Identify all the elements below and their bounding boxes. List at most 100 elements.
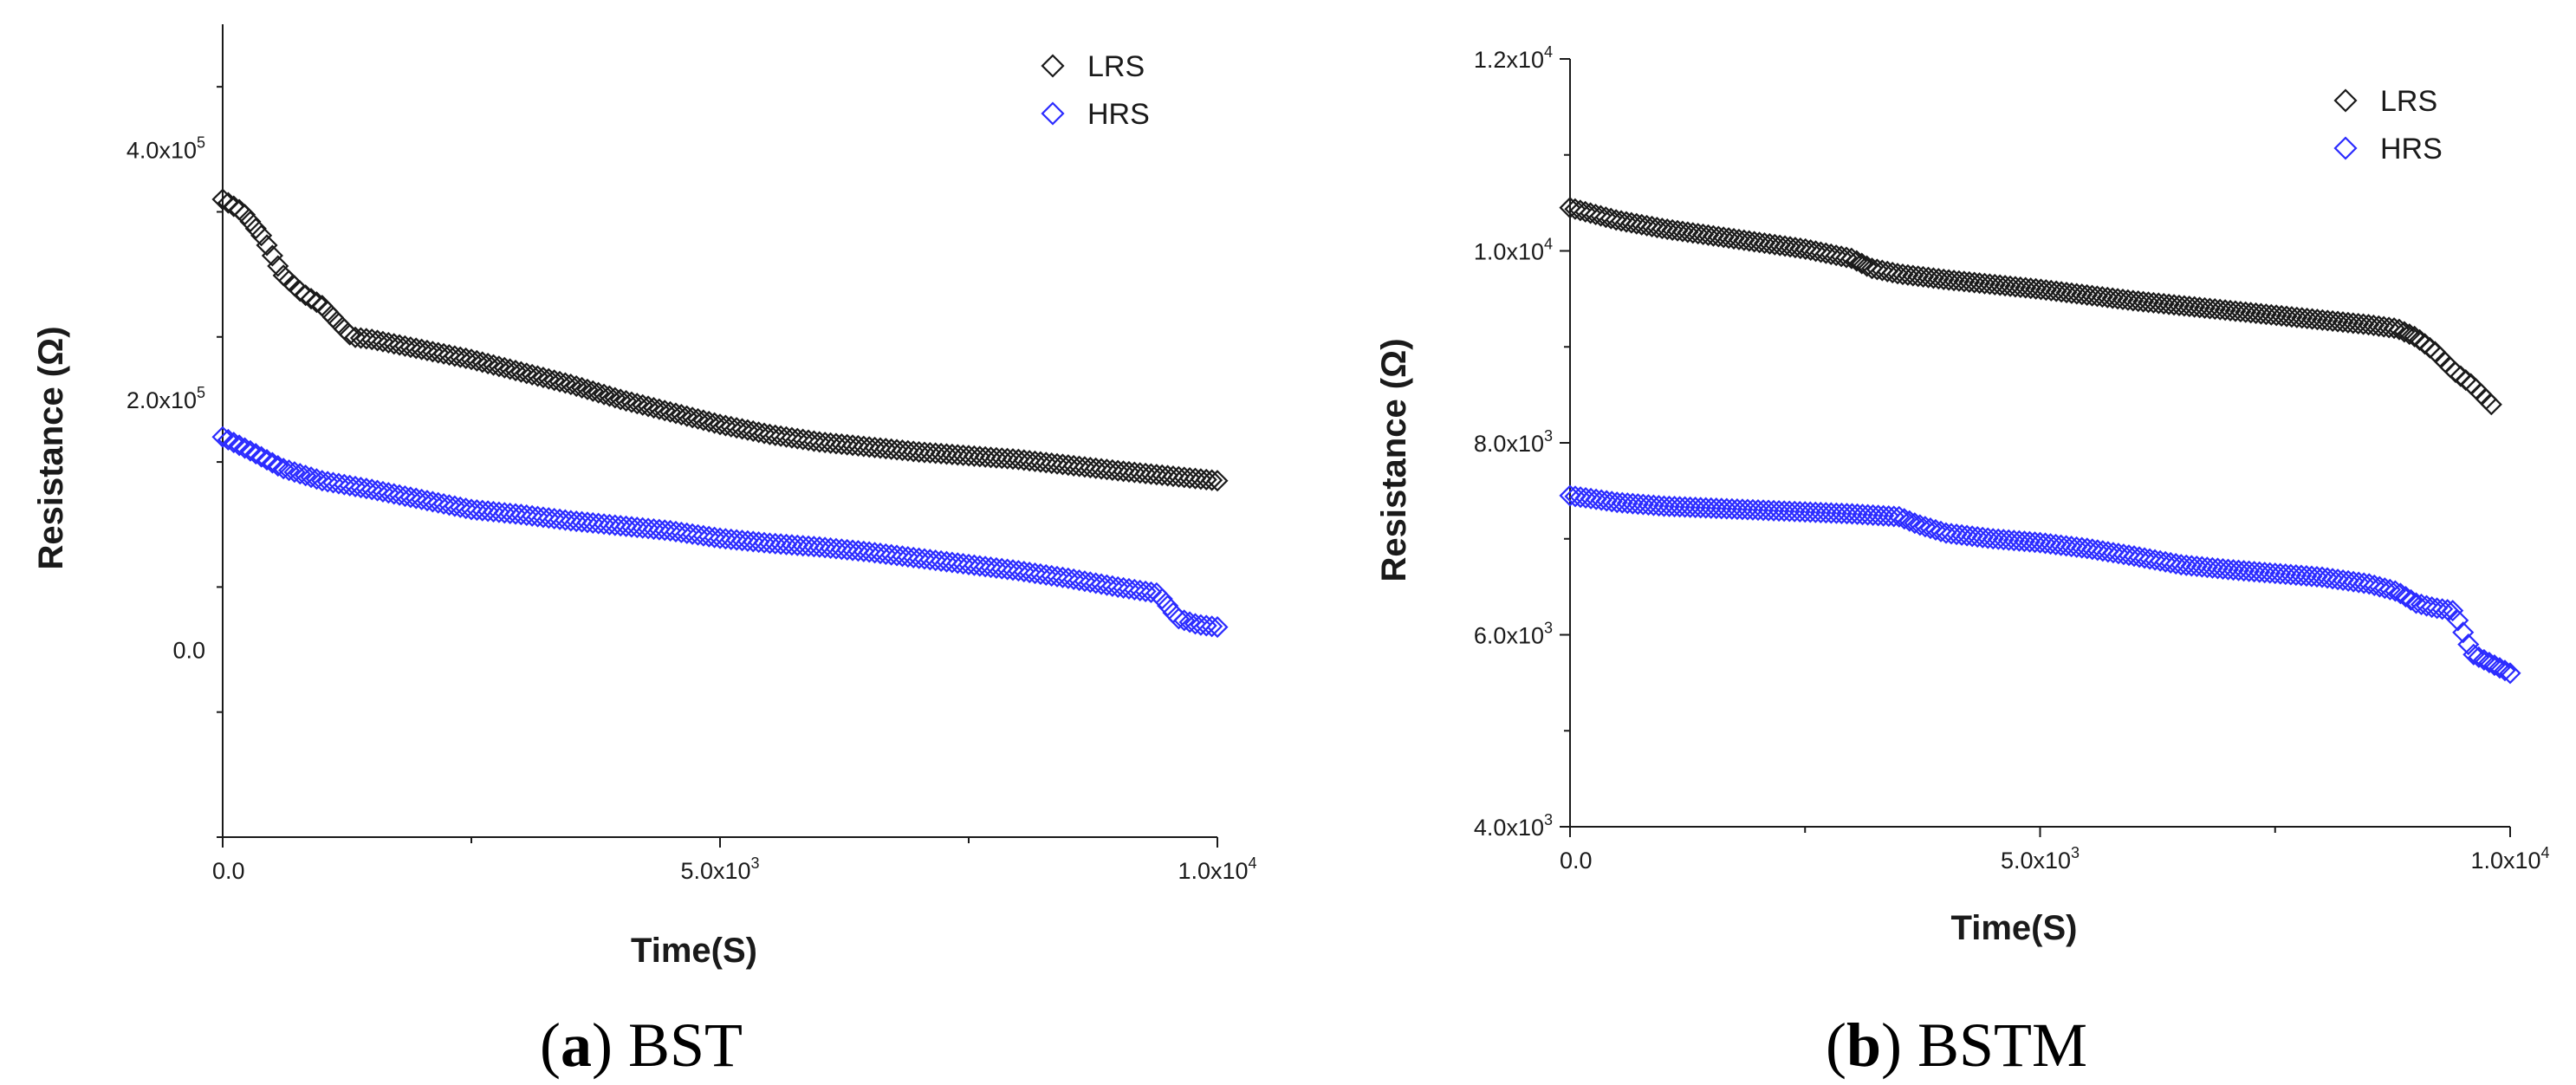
data-point-hrs — [2274, 563, 2297, 586]
data-point-lrs — [2224, 300, 2247, 322]
data-point-lrs — [244, 218, 267, 240]
data-point-hrs — [1835, 503, 1859, 525]
data-point-hrs — [1893, 508, 1916, 530]
data-point-lrs — [2137, 291, 2160, 314]
data-point-lrs — [2183, 296, 2206, 318]
data-point-hrs — [1173, 609, 1196, 632]
series-lrs — [1559, 197, 2502, 416]
y-tick-label: 4.0x103 — [1474, 811, 1553, 841]
x-tick-label: 1.0x104 — [2470, 844, 2549, 874]
data-point-lrs — [2311, 309, 2333, 331]
data-point-hrs — [233, 437, 256, 459]
data-point-lrs — [2168, 294, 2190, 316]
data-point-hrs — [1992, 529, 2015, 551]
data-point-hrs — [1846, 503, 1869, 525]
data-point-hrs — [2264, 562, 2287, 585]
data-point-lrs — [261, 244, 283, 267]
data-point-lrs — [1989, 274, 2011, 296]
data-point-hrs — [1726, 497, 1749, 521]
data-point-hrs — [2462, 643, 2485, 666]
data-point-lrs — [233, 204, 256, 226]
data-point-hrs — [1616, 492, 1638, 515]
series-hrs — [211, 426, 1229, 639]
data-point-lrs — [2296, 307, 2319, 330]
data-point-hrs — [2013, 530, 2035, 553]
data-point-hrs — [2494, 659, 2516, 682]
data-point-hrs — [1840, 503, 1864, 525]
data-point-hrs — [2468, 646, 2490, 668]
data-point-lrs — [2321, 309, 2344, 333]
data-point-lrs — [2240, 302, 2262, 324]
data-point-hrs — [1201, 615, 1223, 638]
data-point-lrs — [2198, 297, 2221, 320]
panel-caption: (a) BST — [540, 1010, 743, 1080]
data-point-lrs — [289, 280, 311, 302]
data-point-hrs — [1878, 504, 1900, 528]
data-point-hrs — [1721, 497, 1743, 520]
y-tick-label: 6.0x103 — [1474, 620, 1553, 649]
series-hrs — [1559, 484, 2521, 685]
data-point-lrs — [2203, 298, 2226, 321]
legend-label-hrs: HRS — [2380, 133, 2443, 166]
data-point-lrs — [576, 378, 599, 400]
data-point-lrs — [1999, 275, 2021, 297]
data-point-hrs — [2285, 564, 2307, 587]
data-point-hrs — [2228, 559, 2250, 581]
data-point-hrs — [228, 434, 250, 457]
data-point-hrs — [2300, 565, 2323, 588]
data-point-hrs — [2222, 559, 2245, 581]
data-point-hrs — [1799, 501, 1821, 523]
x-tick-label: 5.0x103 — [2001, 844, 2080, 874]
data-point-hrs — [2389, 582, 2411, 605]
data-point-hrs — [256, 449, 278, 471]
data-point-hrs — [295, 465, 317, 487]
data-point-lrs — [2142, 291, 2164, 314]
data-point-hrs — [1997, 529, 2020, 551]
data-point-lrs — [1937, 269, 1960, 291]
data-point-lrs — [2122, 289, 2145, 312]
data-point-lrs — [1948, 270, 1970, 292]
data-point-lrs — [2316, 309, 2339, 332]
data-point-hrs — [267, 454, 289, 478]
data-point-hrs — [1626, 493, 1649, 516]
y-tick-label: 1.0x104 — [1474, 236, 1553, 265]
legend-marker-lrs — [1041, 54, 1065, 78]
data-point-hrs — [1867, 504, 1890, 527]
data-point-lrs — [256, 234, 278, 257]
data-point-hrs — [1162, 601, 1184, 624]
chart-panel-bst: 0.0 2.0x105 4.0x105 0.0 5.0x103 1.0x104 Time(S… — [32, 24, 1257, 1080]
data-point-hrs — [1852, 504, 1874, 526]
data-point-hrs — [2269, 562, 2292, 585]
data-point-hrs — [1872, 504, 1895, 527]
data-point-hrs — [277, 459, 301, 482]
data-point-lrs — [2388, 318, 2411, 341]
data-point-lrs — [305, 291, 328, 314]
data-point-hrs — [2008, 530, 2030, 552]
data-point-hrs — [1757, 499, 1780, 522]
data-point-lrs — [2300, 308, 2324, 330]
y-tick-label: 1.2x104 — [1474, 43, 1553, 73]
data-point-lrs — [2245, 302, 2268, 324]
data-point-hrs — [211, 426, 234, 448]
data-point-hrs — [1778, 500, 1801, 523]
data-point-hrs — [1139, 581, 1163, 603]
x-tick-label: 1.0x104 — [1178, 854, 1256, 884]
data-point-lrs — [2347, 312, 2370, 335]
data-point-hrs — [272, 458, 295, 480]
data-point-lrs — [2275, 305, 2298, 328]
data-point-hrs — [1736, 498, 1759, 521]
data-point-lrs — [1201, 469, 1223, 491]
y-tick-label: 8.0x103 — [1474, 427, 1553, 457]
data-point-lrs — [1969, 272, 1991, 295]
data-point-lrs — [571, 376, 594, 400]
y-tick-label: 4.0x105 — [127, 133, 205, 163]
data-point-hrs — [1773, 500, 1795, 523]
data-point-lrs — [1978, 273, 2001, 296]
data-point-hrs — [1731, 498, 1754, 521]
data-point-hrs — [1898, 510, 1921, 532]
data-point-lrs — [604, 387, 626, 409]
data-point-lrs — [1973, 272, 1996, 295]
data-point-hrs — [2473, 648, 2495, 671]
data-point-hrs — [289, 463, 311, 485]
data-point-hrs — [2259, 562, 2281, 584]
